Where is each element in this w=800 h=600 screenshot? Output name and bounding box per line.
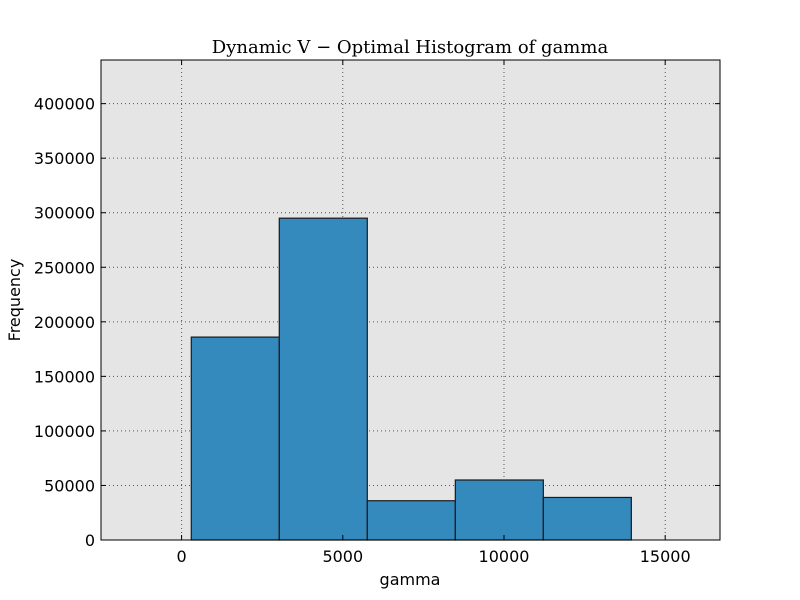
histogram-bars — [190, 217, 632, 541]
x-tick-label: 0 — [177, 547, 187, 566]
plot-frame — [100, 59, 721, 541]
chart-title: Dynamic V − Optimal Histogram of gamma — [212, 37, 609, 58]
histogram-bar-1 — [190, 336, 280, 541]
y-tick-label: 200000 — [34, 313, 95, 332]
y-axis-label: Frequency — [5, 259, 24, 342]
histogram-bar-5 — [542, 496, 632, 541]
x-axis-label: gamma — [380, 570, 441, 589]
y-tick-label: 100000 — [34, 422, 95, 441]
y-tick-label: 350000 — [34, 149, 95, 168]
axis-ticks: 0 5000 10000 150000500001000001500002000002… — [34, 60, 720, 566]
histogram-bar-2 — [278, 217, 368, 541]
y-tick-label: 50000 — [44, 476, 95, 495]
x-tick-label: 10000 — [479, 547, 530, 566]
histogram-bar-3 — [366, 500, 456, 541]
y-tick-label: 400000 — [34, 95, 95, 114]
y-tick-label: 150000 — [34, 367, 95, 386]
x-tick-label: 15000 — [640, 547, 691, 566]
x-tick-label: 5000 — [322, 547, 363, 566]
y-tick-label: 300000 — [34, 204, 95, 223]
y-tick-label: 250000 — [34, 258, 95, 277]
histogram-bar-4 — [454, 479, 544, 541]
y-tick-label: 0 — [85, 531, 95, 550]
